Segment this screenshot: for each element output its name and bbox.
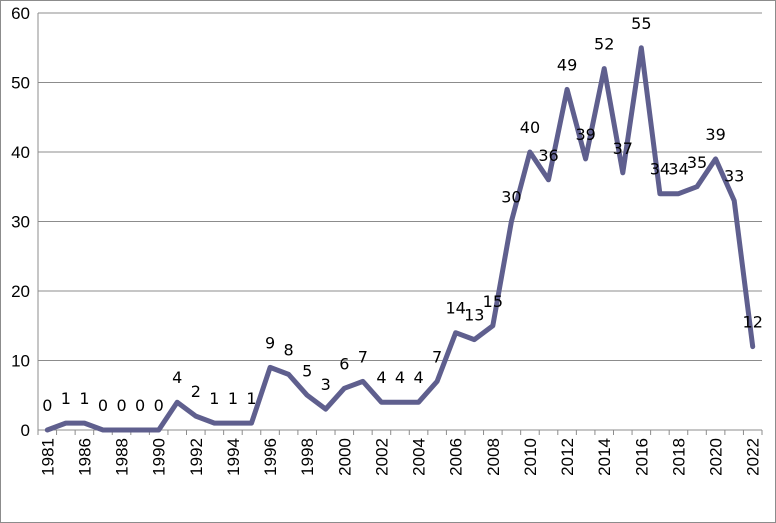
x-tick-label: 1981 <box>38 438 57 476</box>
x-tick-label: 2006 <box>447 438 466 476</box>
data-label: 1 <box>61 389 71 408</box>
data-label: 3 <box>321 375 331 394</box>
x-tick-label: 2018 <box>669 438 688 476</box>
data-label: 4 <box>172 368 182 387</box>
x-tick-label: 1990 <box>150 438 169 476</box>
y-tick-label: 40 <box>11 143 30 162</box>
y-tick-label: 10 <box>11 352 30 371</box>
data-label: 6 <box>339 354 349 373</box>
x-tick-label: 1994 <box>224 438 243 476</box>
data-label: 1 <box>246 389 256 408</box>
data-label: 34 <box>650 160 670 179</box>
data-label: 7 <box>358 347 368 366</box>
data-label: 34 <box>668 160 688 179</box>
data-label: 4 <box>413 368 423 387</box>
series-layer <box>44 45 756 433</box>
data-label: 14 <box>446 299 466 318</box>
x-tick-label: 1988 <box>113 438 132 476</box>
data-label: 9 <box>265 333 275 352</box>
y-tick-label: 0 <box>21 421 30 440</box>
y-tick-label: 20 <box>11 282 30 301</box>
data-label: 0 <box>116 396 126 415</box>
x-tick-label: 1996 <box>261 438 280 476</box>
x-tick-label: 1992 <box>187 438 206 476</box>
data-label: 1 <box>228 389 238 408</box>
data-label: 4 <box>395 368 405 387</box>
data-label: 2 <box>191 382 201 401</box>
y-tick-label: 30 <box>11 213 30 232</box>
data-label: 37 <box>613 139 633 158</box>
x-tick-label: 2016 <box>632 438 651 476</box>
data-label: 0 <box>98 396 108 415</box>
x-tick-label: 2010 <box>521 438 540 476</box>
x-tick-label: 2022 <box>744 438 763 476</box>
data-label: 4 <box>376 368 386 387</box>
data-label: 0 <box>135 396 145 415</box>
y-tick-label: 60 <box>11 4 30 23</box>
data-label: 55 <box>631 14 651 33</box>
data-label: 36 <box>538 146 558 165</box>
data-label: 40 <box>520 118 540 137</box>
x-tick-label: 2002 <box>372 438 391 476</box>
x-tick-label: 1998 <box>298 438 317 476</box>
x-tick-label: 2014 <box>595 438 614 476</box>
y-tick-label: 50 <box>11 74 30 93</box>
x-tick-label: 1986 <box>75 438 94 476</box>
data-label: 0 <box>154 396 164 415</box>
data-label: 8 <box>284 340 294 359</box>
x-tick-label: 2008 <box>484 438 503 476</box>
data-label: 15 <box>483 292 503 311</box>
data-label: 39 <box>705 125 725 144</box>
data-label: 1 <box>79 389 89 408</box>
data-label: 33 <box>724 167 744 186</box>
data-label: 5 <box>302 361 312 380</box>
x-tick-label: 2004 <box>410 438 429 476</box>
data-label: 49 <box>557 55 577 74</box>
x-tick-label: 2000 <box>335 438 354 476</box>
data-label: 35 <box>687 153 707 172</box>
data-label: 13 <box>464 306 484 325</box>
gridlines <box>38 12 762 361</box>
data-label: 12 <box>743 313 763 332</box>
data-label: 0 <box>42 396 52 415</box>
data-label: 52 <box>594 35 614 54</box>
data-label: 30 <box>501 188 521 207</box>
data-label: 39 <box>575 125 595 144</box>
data-label: 1 <box>209 389 219 408</box>
x-tick-label: 2020 <box>707 438 726 476</box>
series-line <box>44 45 756 433</box>
x-tick-label: 2012 <box>558 438 577 476</box>
data-label: 7 <box>432 347 442 366</box>
